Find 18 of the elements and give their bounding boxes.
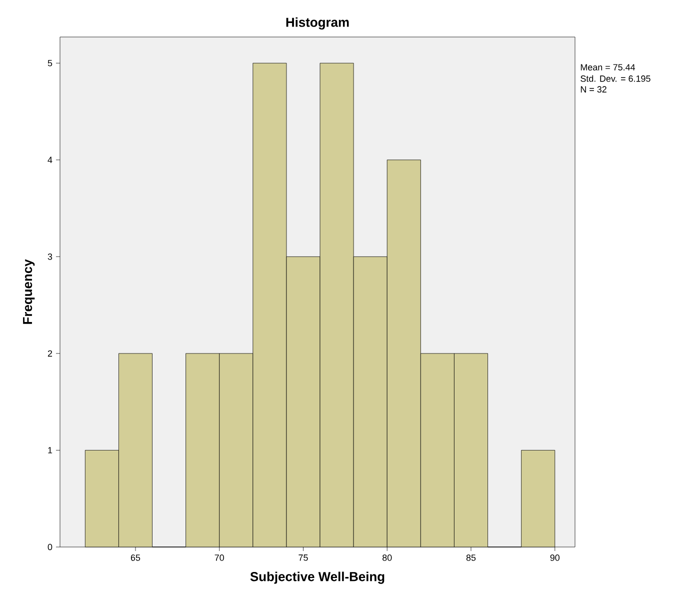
x-tick-label: 85 <box>466 554 476 561</box>
y-tick-label: 5 <box>48 60 52 66</box>
chart-title: Histogram <box>286 17 349 30</box>
x-tick-label: 90 <box>550 554 560 561</box>
x-tick-label: 65 <box>130 554 140 561</box>
x-tick-label: 80 <box>382 554 392 561</box>
x-tick-label: 75 <box>298 554 308 561</box>
x-axis-title: Subjective Well-Being <box>250 572 384 584</box>
y-tick-label: 3 <box>48 253 52 260</box>
y-tick-label: 2 <box>48 350 52 357</box>
y-axis-title: Frequency <box>23 259 35 324</box>
x-tick-label: 70 <box>214 554 224 561</box>
y-tick-label: 1 <box>48 447 52 454</box>
text: Mean = 75.44 <box>580 64 636 70</box>
text: Std. Dev. = 6.195 <box>580 75 650 82</box>
y-tick-label: 0 <box>48 544 52 550</box>
text: N = 32 <box>580 86 606 93</box>
y-tick-label: 4 <box>48 156 52 163</box>
